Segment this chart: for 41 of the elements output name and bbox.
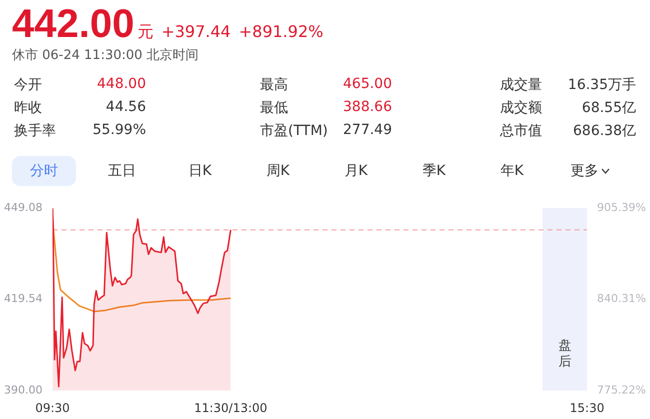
text: +397.44: [161, 22, 231, 41]
text: 周K: [265, 162, 291, 181]
text: 休市 06-24 11:30:00 北京时间: [12, 47, 199, 64]
text: 277.49: [343, 122, 392, 138]
text: 日K: [187, 162, 213, 181]
text: 更多: [570, 162, 600, 181]
text: 五日: [107, 162, 137, 181]
text: 16.35万手: [568, 76, 636, 94]
band-label: 盘后: [558, 338, 572, 370]
text: 448.00: [97, 76, 146, 92]
text: 昨收: [14, 99, 42, 117]
text: 月K: [343, 162, 369, 181]
text: 元: [137, 22, 154, 41]
x-tick-label: 09:30: [35, 400, 70, 415]
y2-tick-label: 905.39%: [597, 200, 646, 214]
text: 388.66: [343, 99, 392, 115]
text: 442.00: [12, 1, 134, 48]
text: 465.00: [343, 76, 392, 92]
text: +891.92%: [238, 21, 324, 43]
text: 季K: [421, 162, 447, 181]
text: 最高: [260, 76, 288, 94]
text: 44.56: [106, 99, 146, 115]
text: 换手率: [14, 122, 56, 140]
y-tick-label: 449.08: [4, 200, 42, 214]
text: 成交额: [500, 99, 542, 117]
text: 55.99%: [92, 122, 146, 138]
x-tick-label: 11:30/13:00: [194, 400, 268, 415]
text: 分时: [12, 156, 76, 186]
y-tick-label: 390.00: [4, 383, 42, 396]
text: 市盈(TTM): [260, 122, 328, 140]
y-tick-label: 419.54: [4, 292, 42, 306]
y2-tick-label: 840.31%: [597, 292, 646, 306]
y2-tick-label: 775.22%: [597, 383, 646, 396]
text: 年K: [499, 162, 525, 181]
text: 总市值: [500, 122, 542, 140]
text: 今开: [14, 76, 42, 94]
x-tick-label: 15:30: [570, 400, 604, 415]
text: 成交量: [500, 76, 542, 94]
text: 686.38亿: [573, 122, 636, 140]
text: 最低: [260, 99, 288, 117]
text: 68.55亿: [582, 99, 636, 117]
